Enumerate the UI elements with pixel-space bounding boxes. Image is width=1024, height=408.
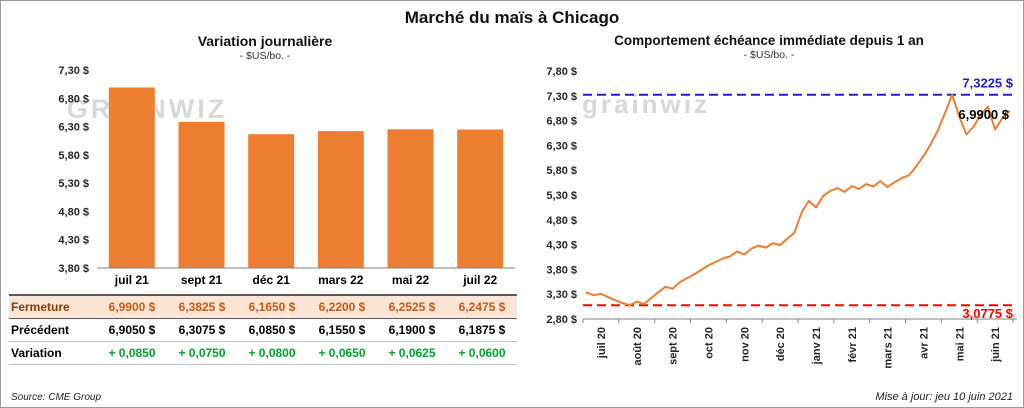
x-tick-label: juin 21 [990,327,1002,363]
x-tick-label: déc 20 [775,327,787,361]
table-cell: 6,1550 $ [307,318,377,342]
table-cell: 6,3825 $ [167,294,237,319]
source-note: Source: CME Group [11,392,102,403]
page-title: Marché du maïs à Chicago [404,8,620,27]
bar-chart-title: Variation journalière [197,33,333,49]
watermark: grainwiz [582,89,710,119]
x-tick-label: mars 22 [318,273,364,287]
daily-variation-panel: Variation journalière - $US/bo. - GRAINW… [9,30,521,369]
line-chart-svg: grainwiz 7,80 $ 7,30 $ 6,80 $ 6,30 $ 5,80 $ 5,… [546,66,1017,369]
bar [178,121,225,269]
bar [457,129,504,268]
y-tick-label: 6,30 $ [546,140,577,152]
bar [317,131,364,268]
last-price-label: 6,9900 $ [958,107,1009,122]
y-tick-label: 3,80 $ [546,264,577,276]
x-tick-label: avr 21 [918,327,930,359]
y-tick-label: 4,80 $ [546,215,577,227]
y-tick-label: 4,30 $ [58,235,89,247]
table-cell: 6,2475 $ [447,294,517,319]
row-label: Fermeture [9,294,97,319]
y-tick-label: 4,30 $ [546,240,577,252]
x-tick-label: janv 21 [811,327,823,365]
x-tick-label: nov 20 [739,327,751,362]
price-table: Fermeture 6,9900 $6,3825 $6,1650 $6,2200 … [9,294,517,365]
min-line-label: 3,0775 $ [962,306,1013,321]
line-chart-title: Comportement échéance immédiate depuis 1… [614,33,924,48]
table-cell: 6,1875 $ [447,318,517,342]
row-label: Variation [9,341,97,365]
table-cell: 6,1650 $ [237,294,307,319]
y-tick-label: 3,80 $ [58,263,89,275]
table-cell: + 0,0650 [307,341,377,365]
bar-chart-subtitle: - $US/bo. - [239,50,291,62]
x-tick-label: mai 22 [392,273,430,287]
table-cell: 6,2200 $ [307,294,377,319]
x-tick-label: mars 21 [883,327,895,369]
table-cell: 6,9050 $ [97,318,167,342]
table-cell: 6,3075 $ [167,318,237,342]
table-cell: + 0,0750 [167,341,237,365]
y-tick-label: 5,80 $ [546,165,577,177]
bar-chart-svg: GRAINWIZ7,30 $6,80 $6,30 $5,80 $5,30 $4,… [58,65,515,287]
y-tick-label: 2,80 $ [546,314,577,326]
bar [108,87,155,268]
y-tick-label: 5,30 $ [58,178,89,190]
y-tick-label: 7,80 $ [546,66,577,78]
x-tick-label: déc 21 [253,273,291,287]
x-tick-label: juil 22 [462,273,497,287]
table-cell: 6,0850 $ [237,318,307,342]
bar [387,129,434,268]
x-tick-label: sept 20 [668,327,680,365]
price-table-body: Fermeture 6,9900 $6,3825 $6,1650 $6,2200 … [9,294,517,365]
y-tick-label: 7,30 $ [58,65,89,77]
max-line-label: 7,3225 $ [962,76,1013,91]
y-tick-label: 4,80 $ [58,206,89,218]
y-tick-label: 6,80 $ [58,93,89,105]
bar [248,134,295,268]
table-cell: + 0,0850 [97,341,167,365]
price-line [585,93,1011,307]
update-note: Mise à jour: jeu 10 juin 2021 [875,391,1013,403]
x-tick-label: juil 20 [596,327,608,359]
y-tick-label: 6,80 $ [546,116,577,128]
y-tick-label: 5,30 $ [546,190,577,202]
table-cell: 6,1900 $ [377,318,447,342]
x-tick-label: oct 20 [703,327,715,359]
table-cell: + 0,0625 [377,341,447,365]
table-row: Fermeture 6,9900 $6,3825 $6,1650 $6,2200 … [9,294,517,319]
y-tick-label: 7,30 $ [546,91,577,103]
line-chart-subtitle: - $US/bo. - [743,49,795,61]
row-label: Précédent [9,318,97,342]
table-cell: + 0,0600 [447,341,517,365]
table-cell: + 0,0800 [237,341,307,365]
x-tick-label: juil 21 [114,273,149,287]
x-tick-label: août 20 [632,327,644,366]
table-cell: 6,9900 $ [97,294,167,319]
front-month-panel: Comportement échéance immédiate depuis 1… [521,30,1017,369]
x-tick-label: mai 21 [954,327,966,361]
table-row: Variation + 0,0850 + 0,0750 + 0,0800 + 0,065… [9,341,517,365]
y-tick-label: 3,30 $ [546,289,577,301]
x-tick-label: févr 21 [847,327,859,362]
x-tick-label: sept 21 [181,273,223,287]
table-cell: 6,2525 $ [377,294,447,319]
content: Variation journalière - $US/bo. - GRAINW… [1,28,1023,369]
y-tick-label: 5,80 $ [58,150,89,162]
y-tick-label: 6,30 $ [58,122,89,134]
table-row: Précédent 6,9050 $6,3075 $6,0850 $6,1550 … [9,318,517,342]
